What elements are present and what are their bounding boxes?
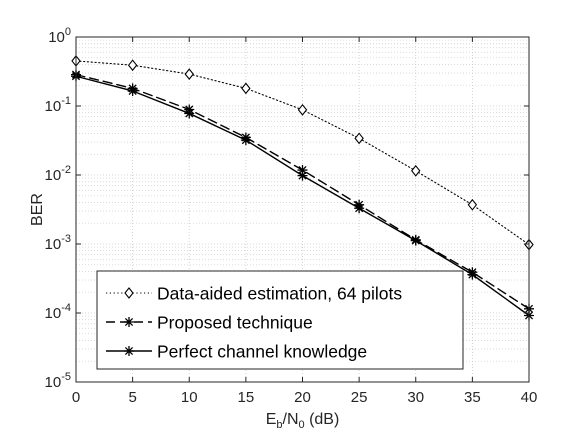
data-point-marker xyxy=(297,165,308,176)
series-layer xyxy=(71,55,534,321)
data-point-marker xyxy=(467,269,478,280)
y-axis-label: BER xyxy=(29,193,46,226)
x-axis-label-unit: (dB) xyxy=(305,411,340,428)
legend-entry: Data-aided estimation, 64 pilots xyxy=(106,284,402,304)
legend-label: Proposed technique xyxy=(157,313,313,333)
series-1 xyxy=(71,55,534,251)
legend-label: Data-aided estimation, 64 pilots xyxy=(157,284,402,304)
legend-marker xyxy=(124,287,134,299)
data-point-marker xyxy=(410,235,421,246)
x-tick-label: 10 xyxy=(181,389,198,406)
y-tick-label: 100 xyxy=(48,26,71,46)
y-tick-label: 10-4 xyxy=(45,302,71,322)
x-tick-label: 30 xyxy=(407,389,424,406)
legend-entry: Perfect channel knowledge xyxy=(106,342,367,362)
x-axis-label-sub-0: 0 xyxy=(299,419,305,431)
x-axis-label-e: E xyxy=(266,411,277,428)
data-point-marker xyxy=(354,203,365,214)
legend-box xyxy=(96,270,464,370)
x-tick-label: 0 xyxy=(72,389,80,406)
y-tick-label: 10-5 xyxy=(45,371,71,391)
data-point-marker xyxy=(354,132,364,145)
data-point-marker xyxy=(241,82,251,95)
data-point-marker xyxy=(411,164,421,177)
data-point-marker xyxy=(240,135,251,146)
x-axis-label-sub-b: b xyxy=(276,419,282,431)
x-tick-label: 25 xyxy=(351,389,368,406)
data-point-marker xyxy=(297,170,308,181)
legend-marker xyxy=(124,317,134,327)
tick-labels: 100 10-1 10-2 10-3 10-4 10-50 5 10 15 20 25 30 35 40 xyxy=(45,26,538,406)
y-tick-label: 10-3 xyxy=(45,233,71,253)
x-tick-label: 5 xyxy=(128,389,136,406)
legend-marker xyxy=(124,346,134,356)
ticks xyxy=(75,36,530,383)
data-point-marker xyxy=(184,108,195,119)
data-point-marker xyxy=(184,68,194,80)
x-axis-label: Eb/N0 (dB) xyxy=(266,411,340,431)
x-axis-label-slash: /N xyxy=(283,411,299,428)
legend-label: Perfect channel knowledge xyxy=(157,342,367,362)
legend-entry: Proposed technique xyxy=(106,313,313,333)
legend: Data-aided estimation, 64 pilots Proposed… xyxy=(96,270,464,370)
x-tick-label: 20 xyxy=(294,389,311,406)
series-3 xyxy=(71,71,534,321)
x-tick-label: 35 xyxy=(464,389,481,406)
x-tick-label: 40 xyxy=(521,389,538,406)
data-point-marker xyxy=(127,59,138,72)
x-tick-label: 15 xyxy=(238,389,255,406)
y-tick-label: 10-2 xyxy=(45,164,71,184)
y-tick-label: 10-1 xyxy=(45,95,71,115)
data-point-marker xyxy=(127,85,138,96)
data-point-marker xyxy=(297,103,308,116)
data-point-marker xyxy=(467,198,478,211)
